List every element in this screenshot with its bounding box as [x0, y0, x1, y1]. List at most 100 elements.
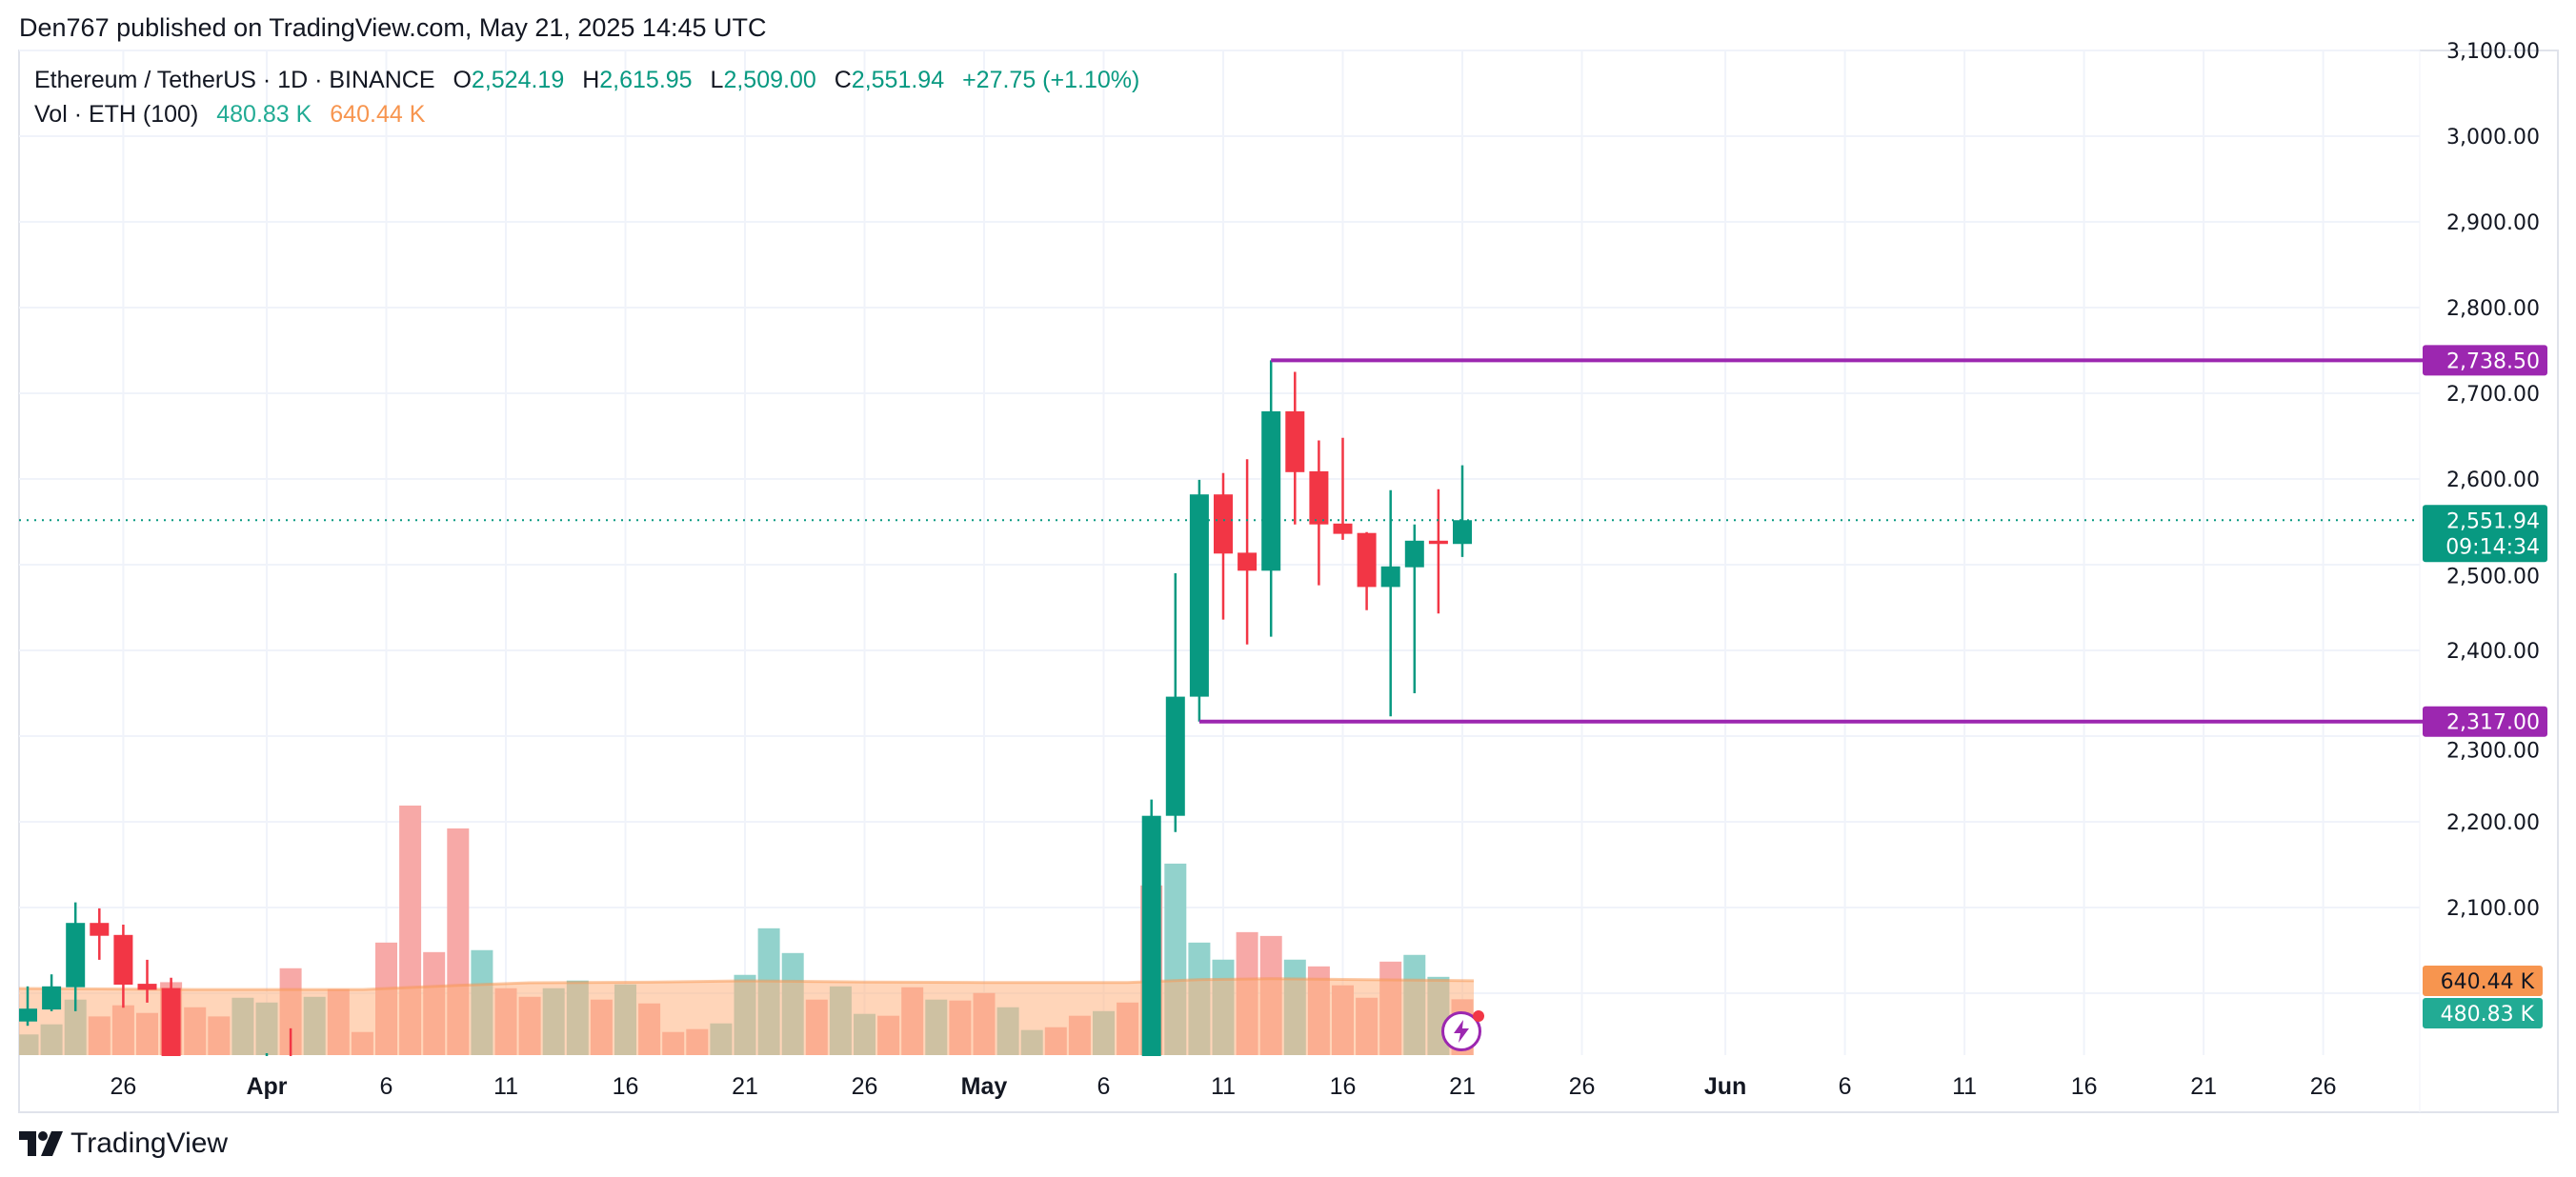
price-tick-label: 2,400.00 [2446, 640, 2540, 664]
price-tick-label: 3,100.00 [2446, 40, 2540, 64]
time-tick-label: 6 [380, 1073, 393, 1100]
high-label: H [582, 67, 600, 93]
volume-title[interactable]: Vol · ETH (100) [34, 101, 199, 128]
candle-body [1165, 696, 1185, 816]
candle[interactable] [161, 977, 181, 1105]
candle[interactable] [1428, 489, 1448, 614]
lightning-icon [1454, 1020, 1469, 1043]
candle[interactable] [90, 908, 110, 960]
volume-ma-area [19, 978, 1474, 1055]
time-tick-label: 21 [2190, 1073, 2217, 1100]
time-tick-label: 26 [1569, 1073, 1596, 1100]
level-price-tag [2423, 345, 2547, 376]
price-tick-label: 2,700.00 [2446, 383, 2540, 407]
time-tick-label: 11 [1952, 1073, 1977, 1100]
time-tick-label: 6 [1097, 1073, 1111, 1100]
candle[interactable] [1357, 531, 1377, 610]
symbol-title[interactable]: Ethereum / TetherUS · 1D · BINANCE [34, 67, 435, 93]
candle[interactable] [1285, 371, 1305, 525]
candle-body [1380, 566, 1400, 588]
candle-body [1333, 523, 1353, 534]
time-tick-label: 6 [1839, 1073, 1852, 1100]
time-tick-label: 11 [1211, 1073, 1236, 1100]
candle[interactable] [1141, 799, 1161, 1169]
close-value: 2,551.94 [851, 67, 945, 93]
time-axis[interactable]: 26 Apr 6 11 16 21 26 May 6 11 16 21 26 Jun 6 11 16 21 26 [110, 1073, 2336, 1100]
candle-body [66, 923, 86, 987]
candle-body [1261, 410, 1281, 571]
legend: Ethereum / TetherUS · 1D · BINANCE O2,52… [34, 63, 1139, 131]
low-value: 2,509.00 [723, 67, 816, 93]
candle-body [1357, 532, 1377, 588]
level-price-tag [2423, 706, 2547, 737]
price-tick-label: 2,900.00 [2446, 211, 2540, 235]
candle[interactable] [1214, 472, 1233, 620]
candle-body [1404, 540, 1424, 568]
price-tick-label: 2,800.00 [2446, 297, 2540, 321]
level-price-tag-text: 2,317.00 [2446, 711, 2540, 735]
candle[interactable] [1238, 459, 1258, 645]
open-value: 2,524.19 [471, 67, 565, 93]
time-tick-label: 11 [493, 1073, 518, 1100]
candle[interactable] [1453, 465, 1472, 557]
price-tick-label: 3,000.00 [2446, 126, 2540, 150]
price-axis[interactable]: 3,100.00 3,000.00 2,900.00 2,800.00 2,700.00… [2446, 40, 2540, 921]
candle[interactable] [1261, 360, 1281, 637]
candle-body [19, 1008, 37, 1022]
tradingview-logo-icon [19, 1131, 63, 1156]
time-tick-label: 16 [613, 1073, 639, 1100]
countdown-tag-text: 09:14:34 [2445, 535, 2540, 559]
volume-tag-text: 480.83 K [2441, 1003, 2535, 1027]
price-tick-label: 2,300.00 [2446, 740, 2540, 764]
volume-value: 480.83 K [216, 101, 312, 128]
candle-body [90, 923, 110, 936]
legend-main-row: Ethereum / TetherUS · 1D · BINANCE O2,52… [34, 63, 1139, 97]
time-tick-label: 26 [110, 1073, 136, 1100]
candle-body [1285, 410, 1305, 472]
price-tick-label: 2,500.00 [2446, 565, 2540, 588]
brand-name: TradingView [70, 1127, 229, 1159]
candle[interactable] [1380, 489, 1400, 717]
time-tick-label: May [961, 1073, 1008, 1100]
time-tick-label: 21 [1449, 1073, 1476, 1100]
price-tick-label: 2,200.00 [2446, 811, 2540, 835]
legend-volume-row: Vol · ETH (100) 480.83 K 640.44 K [34, 97, 1139, 131]
level-price-tag-text: 2,738.50 [2446, 349, 2540, 373]
candle[interactable] [1165, 573, 1185, 832]
candle[interactable] [257, 1053, 276, 1165]
volume-ma-tag-text: 640.44 K [2441, 970, 2535, 994]
candle-body [161, 987, 181, 1056]
time-tick-label: 26 [852, 1073, 878, 1100]
time-tick-label: 16 [2071, 1073, 2098, 1100]
candle[interactable] [137, 959, 157, 1003]
lightning-button[interactable] [1441, 1010, 1484, 1051]
time-tick-label: Jun [1704, 1073, 1746, 1100]
candle-body [1309, 470, 1329, 525]
candle[interactable] [66, 902, 86, 1011]
candle[interactable] [113, 925, 133, 1008]
volume-ma-tag [2423, 966, 2543, 996]
candle[interactable] [1333, 437, 1353, 540]
tradingview-logo[interactable]: TradingView [19, 1127, 228, 1160]
volume-ma [19, 977, 1475, 1055]
candles[interactable] [18, 360, 1472, 1177]
candle-body [42, 986, 62, 1010]
close-label: C [834, 67, 852, 93]
last-price-tag-text: 2,551.94 [2446, 509, 2540, 533]
price-tick-label: 2,100.00 [2446, 897, 2540, 921]
candle[interactable] [281, 1027, 300, 1177]
candle-body [113, 934, 133, 985]
candle-body [1453, 520, 1472, 545]
open-label: O [453, 67, 472, 93]
candle[interactable] [1404, 524, 1424, 693]
notification-dot [1473, 1010, 1484, 1022]
candle[interactable] [1189, 479, 1209, 722]
candle[interactable] [18, 986, 37, 1027]
candle[interactable] [42, 974, 62, 1011]
high-value: 2,615.95 [599, 67, 693, 93]
time-tick-label: 16 [1330, 1073, 1357, 1100]
level-lines[interactable] [19, 358, 2425, 724]
candle-body [1428, 540, 1448, 545]
candle[interactable] [1309, 440, 1329, 586]
